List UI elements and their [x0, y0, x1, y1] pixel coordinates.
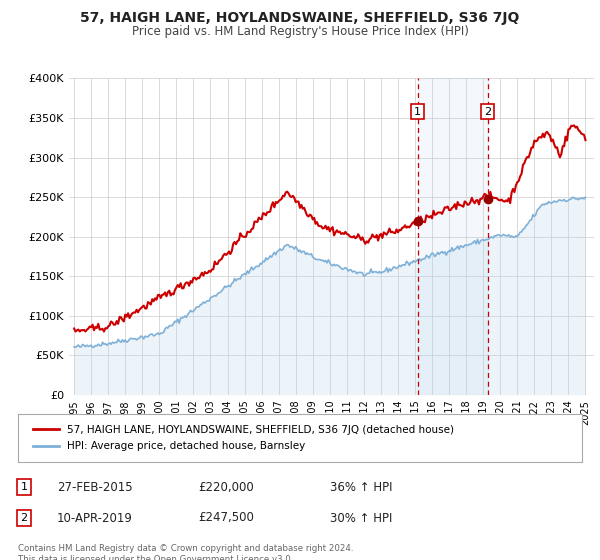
Text: 1: 1 [20, 482, 28, 492]
Text: 1: 1 [414, 106, 421, 116]
Text: 57, HAIGH LANE, HOYLANDSWAINE, SHEFFIELD, S36 7JQ: 57, HAIGH LANE, HOYLANDSWAINE, SHEFFIELD… [80, 11, 520, 25]
Legend: 57, HAIGH LANE, HOYLANDSWAINE, SHEFFIELD, S36 7JQ (detached house), HPI: Average: 57, HAIGH LANE, HOYLANDSWAINE, SHEFFIELD… [29, 421, 458, 455]
Bar [418, 78, 488, 395]
Text: 27-FEB-2015: 27-FEB-2015 [57, 480, 133, 494]
Text: £247,500: £247,500 [198, 511, 254, 525]
Text: £220,000: £220,000 [198, 480, 254, 494]
Text: 10-APR-2019: 10-APR-2019 [57, 511, 133, 525]
Text: 36% ↑ HPI: 36% ↑ HPI [330, 480, 392, 494]
Text: Contains HM Land Registry data © Crown copyright and database right 2024.
This d: Contains HM Land Registry data © Crown c… [18, 544, 353, 560]
Text: 2: 2 [20, 513, 28, 523]
Text: Price paid vs. HM Land Registry's House Price Index (HPI): Price paid vs. HM Land Registry's House … [131, 25, 469, 38]
Text: 2: 2 [484, 106, 491, 116]
Text: 30% ↑ HPI: 30% ↑ HPI [330, 511, 392, 525]
